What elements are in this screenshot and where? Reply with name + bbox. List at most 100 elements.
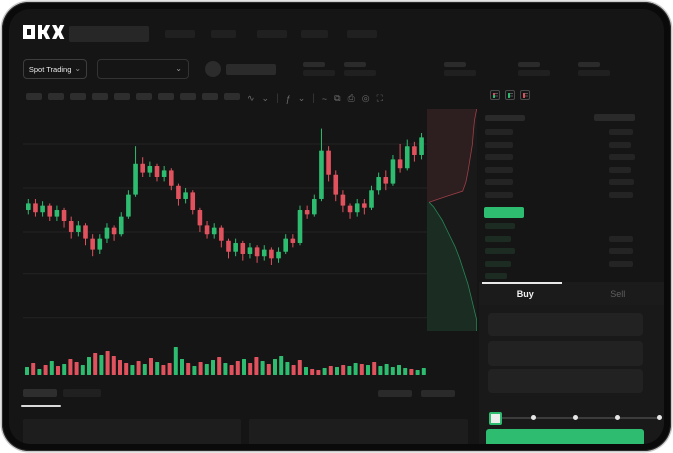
tab-sell[interactable]: Sell <box>610 288 626 299</box>
stat-value-skeleton <box>578 70 610 76</box>
settings-icon[interactable]: ◎ <box>361 93 370 103</box>
toolbar-separator: | <box>276 93 279 104</box>
toolbar-button-skeleton[interactable] <box>224 93 240 100</box>
slider-stop-50pct[interactable] <box>572 415 578 420</box>
volume-chart[interactable] <box>23 339 427 377</box>
nav-item-skeleton[interactable] <box>165 30 195 38</box>
ask-row-amount-skeleton <box>609 154 635 161</box>
toolbar-button-skeleton[interactable] <box>92 93 108 100</box>
bid-row-amount-skeleton <box>609 248 633 255</box>
ask-row-amount-skeleton <box>609 192 633 198</box>
bottom-action-skeleton[interactable] <box>421 390 455 397</box>
chevron-down-icon: ⌄ <box>175 64 182 73</box>
toolbar-button-skeleton[interactable] <box>136 93 152 100</box>
orderbook-view-toggles <box>490 90 530 100</box>
active-tab-indicator <box>21 405 61 407</box>
stat-value-skeleton <box>444 70 476 76</box>
slider-handle[interactable] <box>489 412 502 425</box>
amount-slider[interactable] <box>489 412 662 425</box>
bid-row-price-skeleton <box>485 235 511 242</box>
stat-label-skeleton <box>578 62 600 67</box>
toolbar-button-skeleton[interactable] <box>114 93 130 100</box>
history-table-skeleton <box>249 419 468 444</box>
nav-item-skeleton[interactable] <box>301 30 328 38</box>
buy-submit-button[interactable] <box>486 429 644 444</box>
skeleton-search-bar <box>69 26 149 42</box>
slider-stop-100pct[interactable] <box>656 415 662 420</box>
toolbar-button-skeleton[interactable] <box>26 93 42 100</box>
orders-table-skeleton <box>23 419 241 444</box>
ask-row-price-skeleton <box>485 154 513 161</box>
indicators-icon[interactable]: ƒ <box>285 93 291 104</box>
candlestick-chart[interactable] <box>23 111 427 331</box>
nav-item-skeleton[interactable] <box>257 30 287 38</box>
ask-row-amount-skeleton <box>609 166 631 173</box>
chevron-down-icon[interactable]: ⌄ <box>297 93 306 103</box>
fullscreen-icon[interactable]: ⛶ <box>376 93 383 103</box>
bid-row-price-skeleton <box>485 273 507 280</box>
bid-row-amount-skeleton <box>609 260 633 267</box>
orderbook-layout-all-icon[interactable] <box>490 90 500 100</box>
bottom-action-skeleton[interactable] <box>378 390 412 397</box>
chevron-down-icon[interactable]: ⌄ <box>261 93 270 103</box>
nav-item-skeleton[interactable] <box>211 30 236 38</box>
ask-row-amount-skeleton <box>609 179 634 186</box>
toolbar-button-skeleton[interactable] <box>70 93 86 100</box>
nav-item-skeleton[interactable] <box>347 30 377 38</box>
trading-app-window: Spot Trading ⌄ ⌄ ∿ ⌄ | ƒ ⌄ | ~ ⧉ ⎙ ◎ ⛶ <box>9 9 664 444</box>
pair-selector-dropdown[interactable]: ⌄ <box>97 59 189 79</box>
stat-value-skeleton <box>518 70 550 76</box>
chart-toolbar-icons: ∿ ⌄ | ƒ ⌄ | ~ ⧉ ⎙ ◎ ⛶ <box>247 93 383 104</box>
slider-stop-75pct[interactable] <box>614 415 620 420</box>
price-input[interactable] <box>488 313 643 336</box>
candle-type-icon[interactable]: ∿ <box>247 93 255 103</box>
skeleton-pair-name <box>226 64 276 75</box>
okx-logo <box>23 25 65 39</box>
line-tool-icon[interactable]: ~ <box>321 93 328 104</box>
bid-row-price-skeleton <box>485 248 515 255</box>
ask-row-price-skeleton <box>485 129 513 135</box>
bottom-tab-skeleton[interactable] <box>23 389 57 397</box>
ask-row-price-skeleton <box>485 141 513 148</box>
last-price-badge[interactable] <box>484 207 524 218</box>
stat-label-skeleton <box>518 62 540 67</box>
ask-row-amount-skeleton <box>609 141 631 148</box>
stat-label-skeleton <box>344 62 366 67</box>
tab-buy[interactable]: Buy <box>479 282 572 305</box>
slider-stop-25pct[interactable] <box>530 415 536 420</box>
bid-row-amount-skeleton <box>609 235 633 242</box>
orderbook-layout-asks-icon[interactable] <box>520 90 530 100</box>
total-input[interactable] <box>488 369 643 393</box>
amount-input[interactable] <box>488 341 643 366</box>
orderbook-header-skeleton <box>485 115 525 121</box>
compare-icon[interactable]: ⧉ <box>334 93 341 103</box>
stat-value-skeleton <box>303 70 335 76</box>
bid-row-price-skeleton <box>485 260 511 267</box>
ask-row-amount-skeleton <box>609 129 633 135</box>
bottom-tab-skeleton[interactable] <box>63 389 101 397</box>
ask-row-price-skeleton <box>485 179 513 186</box>
toolbar-button-skeleton[interactable] <box>202 93 218 100</box>
bid-row-price-skeleton <box>485 223 515 229</box>
ask-row-price-skeleton <box>485 192 513 198</box>
ask-row-price-skeleton <box>485 166 513 173</box>
camera-icon[interactable]: ⎙ <box>347 93 355 103</box>
buy-sell-tabs: Buy Sell <box>479 282 664 305</box>
depth-panel[interactable] <box>427 108 478 331</box>
stat-value-skeleton <box>344 70 376 76</box>
market-selector-label: Spot Trading <box>28 64 72 74</box>
market-selector-button[interactable]: Spot Trading ⌄ <box>23 59 87 79</box>
orderbook-layout-bids-icon[interactable] <box>505 90 515 100</box>
stat-label-skeleton <box>444 62 466 67</box>
toolbar-button-skeleton[interactable] <box>48 93 64 100</box>
stat-label-skeleton <box>303 62 325 67</box>
pair-avatar <box>205 61 221 77</box>
toolbar-button-skeleton[interactable] <box>158 93 174 100</box>
chevron-down-icon: ⌄ <box>74 64 82 73</box>
right-panel: Buy Sell <box>479 85 664 444</box>
orderbook-header-skeleton <box>594 114 635 121</box>
toolbar-button-skeleton[interactable] <box>180 93 196 100</box>
toolbar-separator: | <box>312 93 315 104</box>
